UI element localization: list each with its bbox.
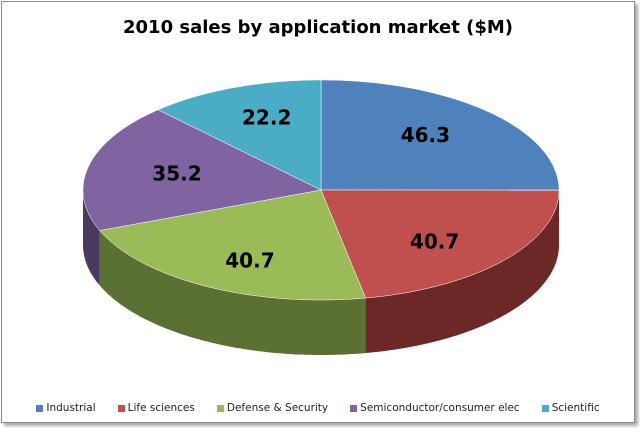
data-label: 40.7 xyxy=(410,230,459,254)
legend-item: Semiconductor/consumer elec xyxy=(350,402,520,414)
legend-swatch xyxy=(216,404,224,412)
legend-item: Scientific xyxy=(541,402,600,414)
legend-label: Industrial xyxy=(46,402,96,414)
pie-side-1 xyxy=(365,190,559,354)
legend-label: Semiconductor/consumer elec xyxy=(360,402,520,414)
chart-area: 2010 sales by application market ($M) 46… xyxy=(1,1,635,423)
legend-swatch xyxy=(350,404,358,412)
pie-side-3 xyxy=(83,190,100,286)
legend-swatch xyxy=(117,404,125,412)
legend-item: Life sciences xyxy=(117,402,195,414)
pie-chart: 46.3 40.7 40.7 35.2 22.2 xyxy=(82,79,560,355)
legend-swatch xyxy=(36,404,44,412)
data-label: 40.7 xyxy=(225,248,274,272)
legend-swatch xyxy=(541,404,549,412)
legend-label: Defense & Security xyxy=(226,402,329,414)
data-label: 35.2 xyxy=(152,162,201,186)
legend-label: Scientific xyxy=(551,402,600,414)
pie-slice xyxy=(99,189,366,301)
pie-slice xyxy=(320,189,560,299)
data-label: 22.2 xyxy=(242,105,291,129)
legend-item: Industrial xyxy=(36,402,96,414)
pie-side-2 xyxy=(99,230,366,355)
pie-slice xyxy=(157,79,322,191)
pie-slice xyxy=(82,109,322,231)
data-label: 46.3 xyxy=(401,123,450,147)
legend-item: Defense & Security xyxy=(216,402,329,414)
legend: Industrial Life sciences Defense & Securit… xyxy=(2,402,634,414)
pie-slice xyxy=(320,79,560,191)
chart-title: 2010 sales by application market ($M) xyxy=(123,17,513,38)
legend-label: Life sciences xyxy=(127,402,195,414)
